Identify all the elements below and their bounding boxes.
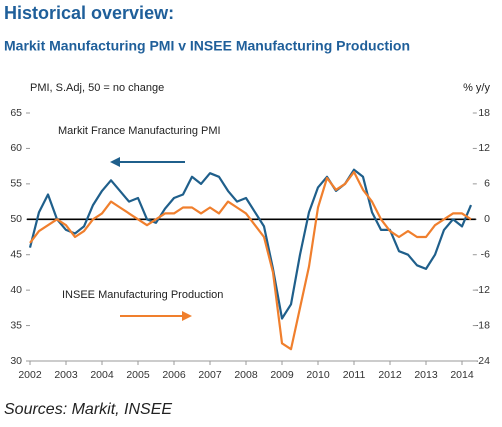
series-line: [28, 168, 473, 320]
legend-arrow: [120, 311, 192, 321]
series-line: [29, 170, 472, 351]
y-tick-label: 35: [10, 319, 22, 331]
x-tick-label: 2013: [414, 369, 438, 381]
y-tick-label: 45: [10, 248, 22, 260]
source: Sources: Markit, INSEE: [4, 401, 172, 418]
x-tick-label: 2012: [378, 369, 402, 381]
y2-tick-label: 6: [484, 178, 490, 190]
x-tick-label: 2007: [198, 369, 222, 381]
x-tick-label: 2014: [450, 369, 474, 381]
y-tick-label: 40: [10, 284, 22, 296]
y2-axis-label: % y/y: [463, 82, 490, 94]
y-axis-label: PMI, S.Adj, 50 = no change: [30, 82, 164, 94]
y-tick-label: 50: [10, 213, 22, 225]
legend-label: INSEE Manufacturing Production: [62, 289, 223, 301]
x-tick-label: 2010: [306, 369, 330, 381]
x-tick-label: 2005: [126, 369, 150, 381]
x-tick-label: 2006: [162, 369, 186, 381]
y-tick-label: 60: [10, 142, 22, 154]
chart-title: Historical overview:: [4, 3, 174, 23]
x-tick-label: 2009: [270, 369, 294, 381]
x-tick-label: 2011: [343, 369, 366, 381]
y2-tick-label: -12: [475, 284, 490, 296]
y2-tick-label: -18: [475, 319, 490, 331]
legend-arrow: [110, 157, 185, 167]
x-tick-label: 2004: [90, 369, 114, 381]
chart-subtitle: Markit Manufacturing PMI v INSEE Manufac…: [4, 38, 410, 54]
x-tick-label: 2008: [234, 369, 258, 381]
y-tick-label: 30: [10, 355, 22, 367]
y2-tick-label: 12: [478, 142, 490, 154]
y2-tick-label: -24: [475, 355, 490, 367]
y-tick-label: 65: [10, 107, 22, 119]
y2-tick-label: 0: [484, 213, 490, 225]
x-tick-label: 2002: [18, 369, 42, 381]
x-tick-label: 2003: [54, 369, 78, 381]
legend-label: Markit France Manufacturing PMI: [58, 125, 221, 137]
y2-tick-label: 18: [478, 107, 490, 119]
y-tick-label: 55: [10, 178, 22, 190]
y2-tick-label: -6: [481, 248, 490, 260]
